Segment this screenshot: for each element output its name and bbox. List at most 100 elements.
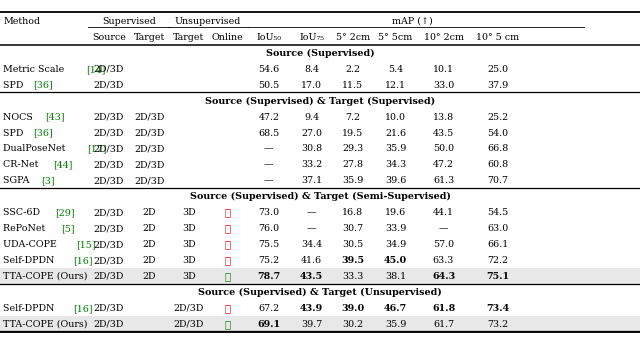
Text: 66.1: 66.1 xyxy=(487,240,509,249)
Text: [29]: [29] xyxy=(55,208,74,217)
Text: 10° 5 cm: 10° 5 cm xyxy=(476,33,520,42)
Text: —: — xyxy=(307,224,316,233)
Text: 10° 2cm: 10° 2cm xyxy=(424,33,463,42)
Text: 2D/3D: 2D/3D xyxy=(134,176,164,185)
Text: 25.2: 25.2 xyxy=(487,113,509,122)
Text: —: — xyxy=(264,160,273,170)
Text: 2D/3D: 2D/3D xyxy=(134,113,164,122)
Text: 37.1: 37.1 xyxy=(301,176,323,185)
Text: [36]: [36] xyxy=(33,81,53,90)
Text: CR-Net: CR-Net xyxy=(3,160,42,170)
Text: 3D: 3D xyxy=(182,272,196,281)
Text: Method: Method xyxy=(3,17,40,26)
Text: ✗: ✗ xyxy=(224,208,230,217)
Text: [17]: [17] xyxy=(88,144,107,154)
Text: 27.8: 27.8 xyxy=(342,160,363,170)
Text: 19.5: 19.5 xyxy=(342,128,364,138)
Text: [15]: [15] xyxy=(77,240,96,249)
Text: 73.0: 73.0 xyxy=(258,208,280,217)
Text: —: — xyxy=(439,224,448,233)
Text: Source: Source xyxy=(92,33,125,42)
Text: Online: Online xyxy=(211,33,243,42)
Text: 10.0: 10.0 xyxy=(385,113,406,122)
Text: Self-DPDN: Self-DPDN xyxy=(3,304,58,313)
Text: 16.8: 16.8 xyxy=(342,208,364,217)
Text: 2D/3D: 2D/3D xyxy=(93,208,124,217)
Text: Self-DPDN: Self-DPDN xyxy=(3,256,58,265)
Text: 61.7: 61.7 xyxy=(433,320,454,329)
Text: 63.0: 63.0 xyxy=(487,224,509,233)
Text: 5° 5cm: 5° 5cm xyxy=(378,33,413,42)
Text: 5° 2cm: 5° 2cm xyxy=(335,33,370,42)
Text: 73.2: 73.2 xyxy=(487,320,509,329)
Text: 63.3: 63.3 xyxy=(433,256,454,265)
Text: 2D: 2D xyxy=(142,224,156,233)
Text: 50.5: 50.5 xyxy=(258,81,280,90)
Text: 73.4: 73.4 xyxy=(486,304,509,313)
Text: 2D: 2D xyxy=(142,272,156,281)
Text: TTA-COPE (Ours): TTA-COPE (Ours) xyxy=(3,320,91,329)
Text: Metric Scale: Metric Scale xyxy=(3,65,67,74)
Text: SSC-6D: SSC-6D xyxy=(3,208,44,217)
Text: 2D/3D: 2D/3D xyxy=(93,113,124,122)
Text: Unsupervised: Unsupervised xyxy=(175,17,241,26)
Text: 64.3: 64.3 xyxy=(432,272,455,281)
FancyBboxPatch shape xyxy=(0,316,640,332)
Text: 34.9: 34.9 xyxy=(385,240,406,249)
Text: 2D/3D: 2D/3D xyxy=(173,304,204,313)
Text: 5.4: 5.4 xyxy=(388,65,403,74)
Text: 43.5: 43.5 xyxy=(300,272,323,281)
Text: 27.0: 27.0 xyxy=(301,128,322,138)
Text: 39.0: 39.0 xyxy=(341,304,364,313)
Text: SPD: SPD xyxy=(3,128,27,138)
Text: SPD: SPD xyxy=(3,81,27,90)
Text: 2D/3D: 2D/3D xyxy=(93,240,124,249)
Text: —: — xyxy=(264,144,273,154)
Text: ✓: ✓ xyxy=(224,272,230,281)
Text: 30.5: 30.5 xyxy=(342,240,364,249)
Text: RePoNet: RePoNet xyxy=(3,224,49,233)
Text: 10.1: 10.1 xyxy=(433,65,454,74)
Text: 13.8: 13.8 xyxy=(433,113,454,122)
Text: 44.1: 44.1 xyxy=(433,208,454,217)
Text: 41.6: 41.6 xyxy=(301,256,323,265)
Text: NOCS: NOCS xyxy=(3,113,36,122)
Text: Supervised: Supervised xyxy=(102,17,156,26)
Text: IoU₅₀: IoU₅₀ xyxy=(256,33,282,42)
Text: 43.9: 43.9 xyxy=(300,304,323,313)
Text: 2D/3D: 2D/3D xyxy=(173,320,204,329)
Text: 2D: 2D xyxy=(142,240,156,249)
Text: 17.0: 17.0 xyxy=(301,81,322,90)
Text: [3]: [3] xyxy=(41,176,55,185)
Text: 11.5: 11.5 xyxy=(342,81,364,90)
Text: 19.6: 19.6 xyxy=(385,208,406,217)
Text: 47.2: 47.2 xyxy=(259,113,279,122)
Text: 2D/3D: 2D/3D xyxy=(93,272,124,281)
Text: 21.6: 21.6 xyxy=(385,128,406,138)
Text: 46.7: 46.7 xyxy=(384,304,407,313)
Text: 72.2: 72.2 xyxy=(488,256,508,265)
Text: 2D/3D: 2D/3D xyxy=(93,65,124,74)
Text: ✗: ✗ xyxy=(224,256,230,265)
Text: [16]: [16] xyxy=(74,304,93,313)
Text: [44]: [44] xyxy=(52,160,72,170)
Text: 2D/3D: 2D/3D xyxy=(93,176,124,185)
Text: 61.8: 61.8 xyxy=(432,304,455,313)
Text: 35.9: 35.9 xyxy=(385,144,406,154)
Text: 3D: 3D xyxy=(182,224,196,233)
Text: [16]: [16] xyxy=(74,256,93,265)
Text: 2.2: 2.2 xyxy=(345,65,360,74)
Text: ✗: ✗ xyxy=(224,240,230,249)
Text: 75.2: 75.2 xyxy=(258,256,280,265)
Text: 7.2: 7.2 xyxy=(345,113,360,122)
Text: 43.5: 43.5 xyxy=(433,128,454,138)
Text: 68.5: 68.5 xyxy=(258,128,280,138)
Text: Source (Supervised) & Target (Semi-Supervised): Source (Supervised) & Target (Semi-Super… xyxy=(189,192,451,201)
Text: Source (Supervised): Source (Supervised) xyxy=(266,49,374,58)
Text: 9.4: 9.4 xyxy=(304,113,319,122)
Text: 2D: 2D xyxy=(142,256,156,265)
Text: —: — xyxy=(307,208,316,217)
Text: [14]: [14] xyxy=(86,65,106,74)
Text: 50.0: 50.0 xyxy=(433,144,454,154)
Text: 54.0: 54.0 xyxy=(487,128,509,138)
